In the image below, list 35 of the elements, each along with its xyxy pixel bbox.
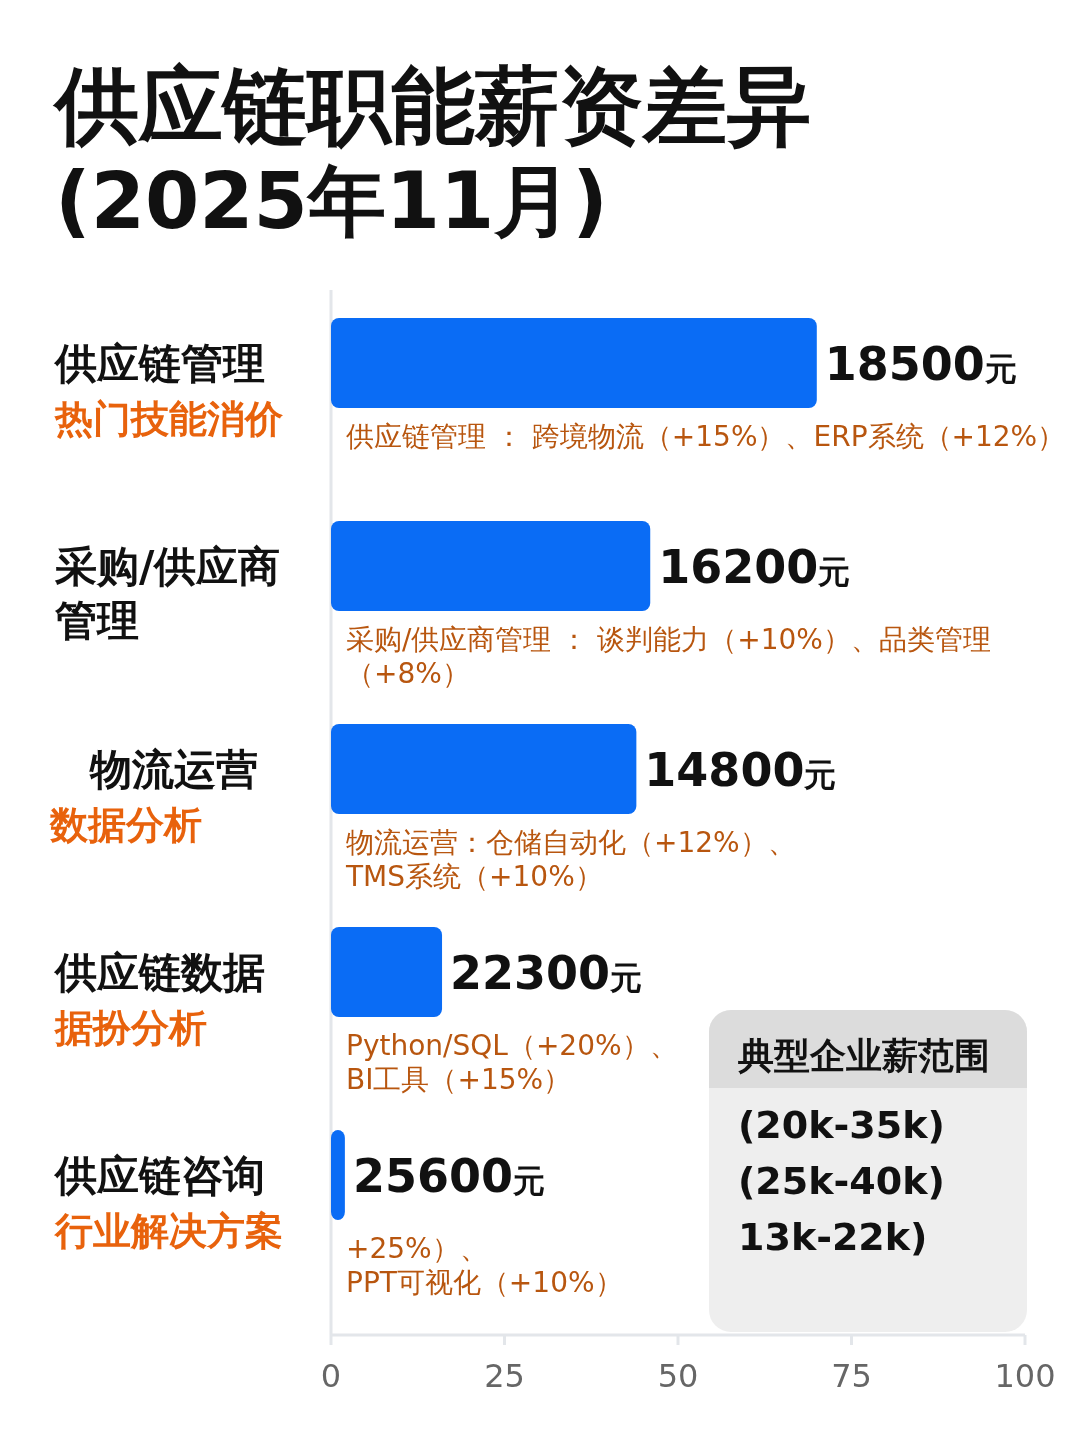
text: 行业解决方案: [53, 1209, 283, 1253]
chart-title: 供应链职能薪资差异: [52, 57, 811, 155]
y-tick-label: 物流运营: [89, 745, 258, 794]
annotation: 14800元: [644, 743, 837, 797]
annotation: 物流运营：仓储自动化（+12%）、TMS系统（+10%）: [345, 826, 796, 893]
x-tick-label: 100: [994, 1357, 1056, 1395]
bar: [331, 521, 651, 611]
annotation: 22300元: [450, 946, 643, 1000]
y-tick-label: 采购/供应商管理: [54, 542, 281, 645]
annotation: 采购/供应商管理 ： 谈判能力（+10%）、品类管理（+8%）: [346, 623, 991, 690]
annotation: 18500元: [824, 337, 1017, 391]
x-tick-label: 25: [484, 1357, 525, 1395]
annotation: 16200元: [658, 540, 851, 594]
chart-subtitle: (2025年11月): [55, 156, 608, 246]
annotation: 典型企业薪范围: [737, 1035, 990, 1076]
x-tick-label: 0: [320, 1357, 342, 1395]
text: 热门技能消价: [54, 397, 283, 441]
bar: [331, 927, 443, 1017]
y-tick-label: 供应链管理: [53, 339, 265, 388]
text: 数据分析: [49, 803, 202, 847]
annotation: 13k-22k): [738, 1215, 928, 1259]
annotation: +25%）、PPT可视化（+10%）: [346, 1232, 623, 1299]
x-tick-label: 75: [831, 1357, 872, 1395]
annotation: Python/SQL（+20%）、BI工具（+15%）: [346, 1029, 678, 1096]
y-tick-label: 供应链数据: [53, 948, 265, 997]
annotation: (20k-35k): [738, 1103, 945, 1147]
annotation: (25k-40k): [738, 1159, 945, 1203]
bar: [331, 318, 817, 408]
bar: [331, 1130, 345, 1220]
annotation: 25600元: [352, 1149, 545, 1203]
annotation: 供应链管理 ： 跨境物流（+15%）、ERP系统（+12%）: [346, 420, 1066, 453]
text: 据扮分析: [54, 1006, 207, 1050]
x-tick-label: 50: [657, 1357, 699, 1395]
y-tick-label: 供应链咨询: [53, 1151, 265, 1200]
bar: [331, 724, 637, 814]
